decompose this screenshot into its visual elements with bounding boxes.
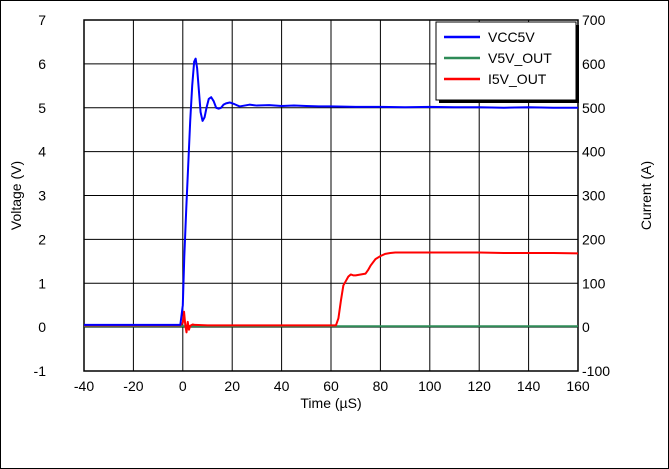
y-right-tick-label-7: 600: [582, 56, 606, 72]
x-tick-label-8: 120: [468, 378, 492, 394]
y-left-tick-label-8: 7: [38, 12, 46, 28]
y-right-tick-label-5: 400: [582, 144, 606, 160]
y-left-tick-label-3: 2: [38, 231, 46, 247]
series-line-vcc5v: [84, 57, 578, 326]
x-tick-label-7: 100: [418, 378, 442, 394]
y-right-tick-label-8: 700: [582, 12, 606, 28]
y-left-tick-label-5: 4: [38, 144, 46, 160]
x-tick-label-4: 40: [274, 378, 290, 394]
legend: VCC5V V5V_OUT I5V_OUT: [435, 21, 579, 103]
y-axis-left-label: Voltage (V): [8, 161, 24, 230]
legend-label-vcc5v: VCC5V: [488, 29, 535, 45]
x-tick-label-0: -40: [74, 378, 94, 394]
legend-label-v5v-out: V5V_OUT: [488, 50, 552, 66]
y-left-tick-label-0: -1: [34, 363, 47, 379]
y-right-tick-label-3: 200: [582, 231, 606, 247]
y-left-tick-label-2: 1: [38, 275, 46, 291]
legend-box: [435, 21, 577, 101]
plot-border: [83, 19, 579, 372]
y-axis-right-label: Current (A): [638, 161, 654, 230]
y-right-tick-label-0: -100: [582, 363, 610, 379]
series-line-i5v-out: [84, 251, 579, 334]
y-left-tick-label-4: 3: [38, 188, 46, 204]
y-right-tick-label-2: 100: [582, 275, 606, 291]
series-layer: [84, 57, 579, 334]
y-left-tick-label-1: 0: [38, 319, 46, 335]
x-tick-label-10: 160: [566, 378, 590, 394]
y-right-tick-label-1: 0: [582, 319, 590, 335]
x-tick-label-1: -20: [123, 378, 143, 394]
x-tick-label-2: 0: [179, 378, 187, 394]
y-right-tick-label-4: 300: [582, 188, 606, 204]
x-axis-label: Time (µS): [300, 395, 361, 411]
x-tick-label-5: 60: [323, 378, 339, 394]
x-tick-label-6: 80: [373, 378, 389, 394]
legend-label-i5v-out: I5V_OUT: [488, 71, 547, 87]
y-left-tick-label-7: 6: [38, 56, 46, 72]
y-right-tick-label-6: 500: [582, 100, 606, 116]
y-left-tick-label-6: 5: [38, 100, 46, 116]
legend-items: VCC5V V5V_OUT I5V_OUT: [444, 29, 552, 87]
x-tick-label-3: 20: [224, 378, 240, 394]
ticks-layer: -40 -20 0 20 40 60 80 100 120 140 160 -1 0 1 2 3 4 5 6 7 -10…: [34, 12, 611, 394]
x-tick-label-9: 140: [517, 378, 541, 394]
